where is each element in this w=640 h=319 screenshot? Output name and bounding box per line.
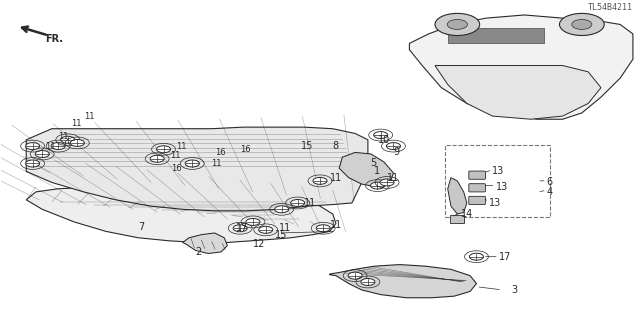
Text: 11: 11 [211, 159, 222, 168]
Polygon shape [410, 15, 633, 119]
FancyBboxPatch shape [450, 215, 464, 223]
Circle shape [374, 131, 388, 138]
Text: 13: 13 [492, 167, 505, 176]
Text: 13: 13 [495, 182, 508, 192]
Text: 9: 9 [394, 147, 399, 157]
Text: 14: 14 [461, 209, 473, 219]
Text: 16: 16 [172, 164, 182, 173]
Polygon shape [339, 152, 394, 187]
Text: 11: 11 [330, 220, 342, 230]
Text: 5: 5 [370, 159, 376, 168]
FancyBboxPatch shape [468, 171, 485, 179]
Text: TL54B4211: TL54B4211 [588, 3, 633, 12]
Circle shape [435, 13, 479, 35]
Polygon shape [330, 264, 476, 298]
Text: 17: 17 [499, 252, 511, 262]
Circle shape [61, 136, 75, 143]
Polygon shape [448, 28, 543, 43]
Circle shape [51, 143, 65, 150]
Circle shape [316, 225, 330, 232]
Text: 11: 11 [71, 120, 81, 129]
Circle shape [348, 272, 362, 279]
Circle shape [26, 143, 40, 150]
Circle shape [291, 199, 305, 206]
Circle shape [559, 13, 604, 35]
Circle shape [275, 206, 289, 213]
Text: 16: 16 [240, 145, 251, 154]
Circle shape [259, 226, 273, 233]
Text: 11: 11 [278, 223, 291, 233]
Text: 7: 7 [138, 222, 144, 232]
Text: 12: 12 [253, 239, 266, 249]
Text: 11: 11 [387, 173, 399, 183]
Text: 3: 3 [511, 285, 518, 295]
Circle shape [185, 160, 199, 167]
Text: 17: 17 [236, 223, 248, 233]
Text: 11: 11 [58, 132, 68, 141]
Circle shape [469, 253, 483, 260]
Circle shape [157, 146, 171, 153]
Text: 16: 16 [214, 148, 225, 157]
Circle shape [70, 139, 84, 146]
Bar [445, 145, 550, 217]
Circle shape [150, 155, 164, 162]
Circle shape [387, 143, 401, 150]
Polygon shape [26, 187, 336, 242]
Circle shape [26, 160, 40, 167]
Text: 11: 11 [170, 151, 180, 160]
Circle shape [35, 151, 49, 158]
FancyBboxPatch shape [468, 196, 485, 204]
Text: 1: 1 [374, 167, 380, 176]
Text: 11: 11 [176, 142, 187, 151]
Circle shape [313, 177, 327, 184]
Circle shape [371, 182, 385, 189]
Circle shape [361, 278, 375, 286]
Text: 10: 10 [378, 135, 390, 145]
Circle shape [380, 179, 394, 186]
Polygon shape [26, 127, 368, 211]
Text: 13: 13 [489, 198, 502, 208]
Polygon shape [448, 178, 467, 214]
Text: 15: 15 [301, 141, 313, 151]
Text: 11: 11 [304, 198, 316, 208]
Text: 8: 8 [333, 141, 339, 151]
Text: 11: 11 [45, 142, 56, 151]
Circle shape [447, 19, 467, 29]
Polygon shape [435, 65, 601, 119]
Text: FR.: FR. [45, 34, 63, 44]
Text: 11: 11 [330, 173, 342, 183]
Text: 2: 2 [195, 247, 202, 257]
Text: 11: 11 [84, 112, 94, 121]
Polygon shape [182, 233, 227, 254]
Text: 4: 4 [547, 187, 553, 197]
Text: 6: 6 [547, 177, 553, 188]
Text: 15: 15 [275, 230, 287, 240]
FancyBboxPatch shape [468, 184, 485, 192]
Circle shape [246, 219, 260, 226]
Circle shape [572, 19, 592, 29]
Circle shape [233, 225, 247, 232]
